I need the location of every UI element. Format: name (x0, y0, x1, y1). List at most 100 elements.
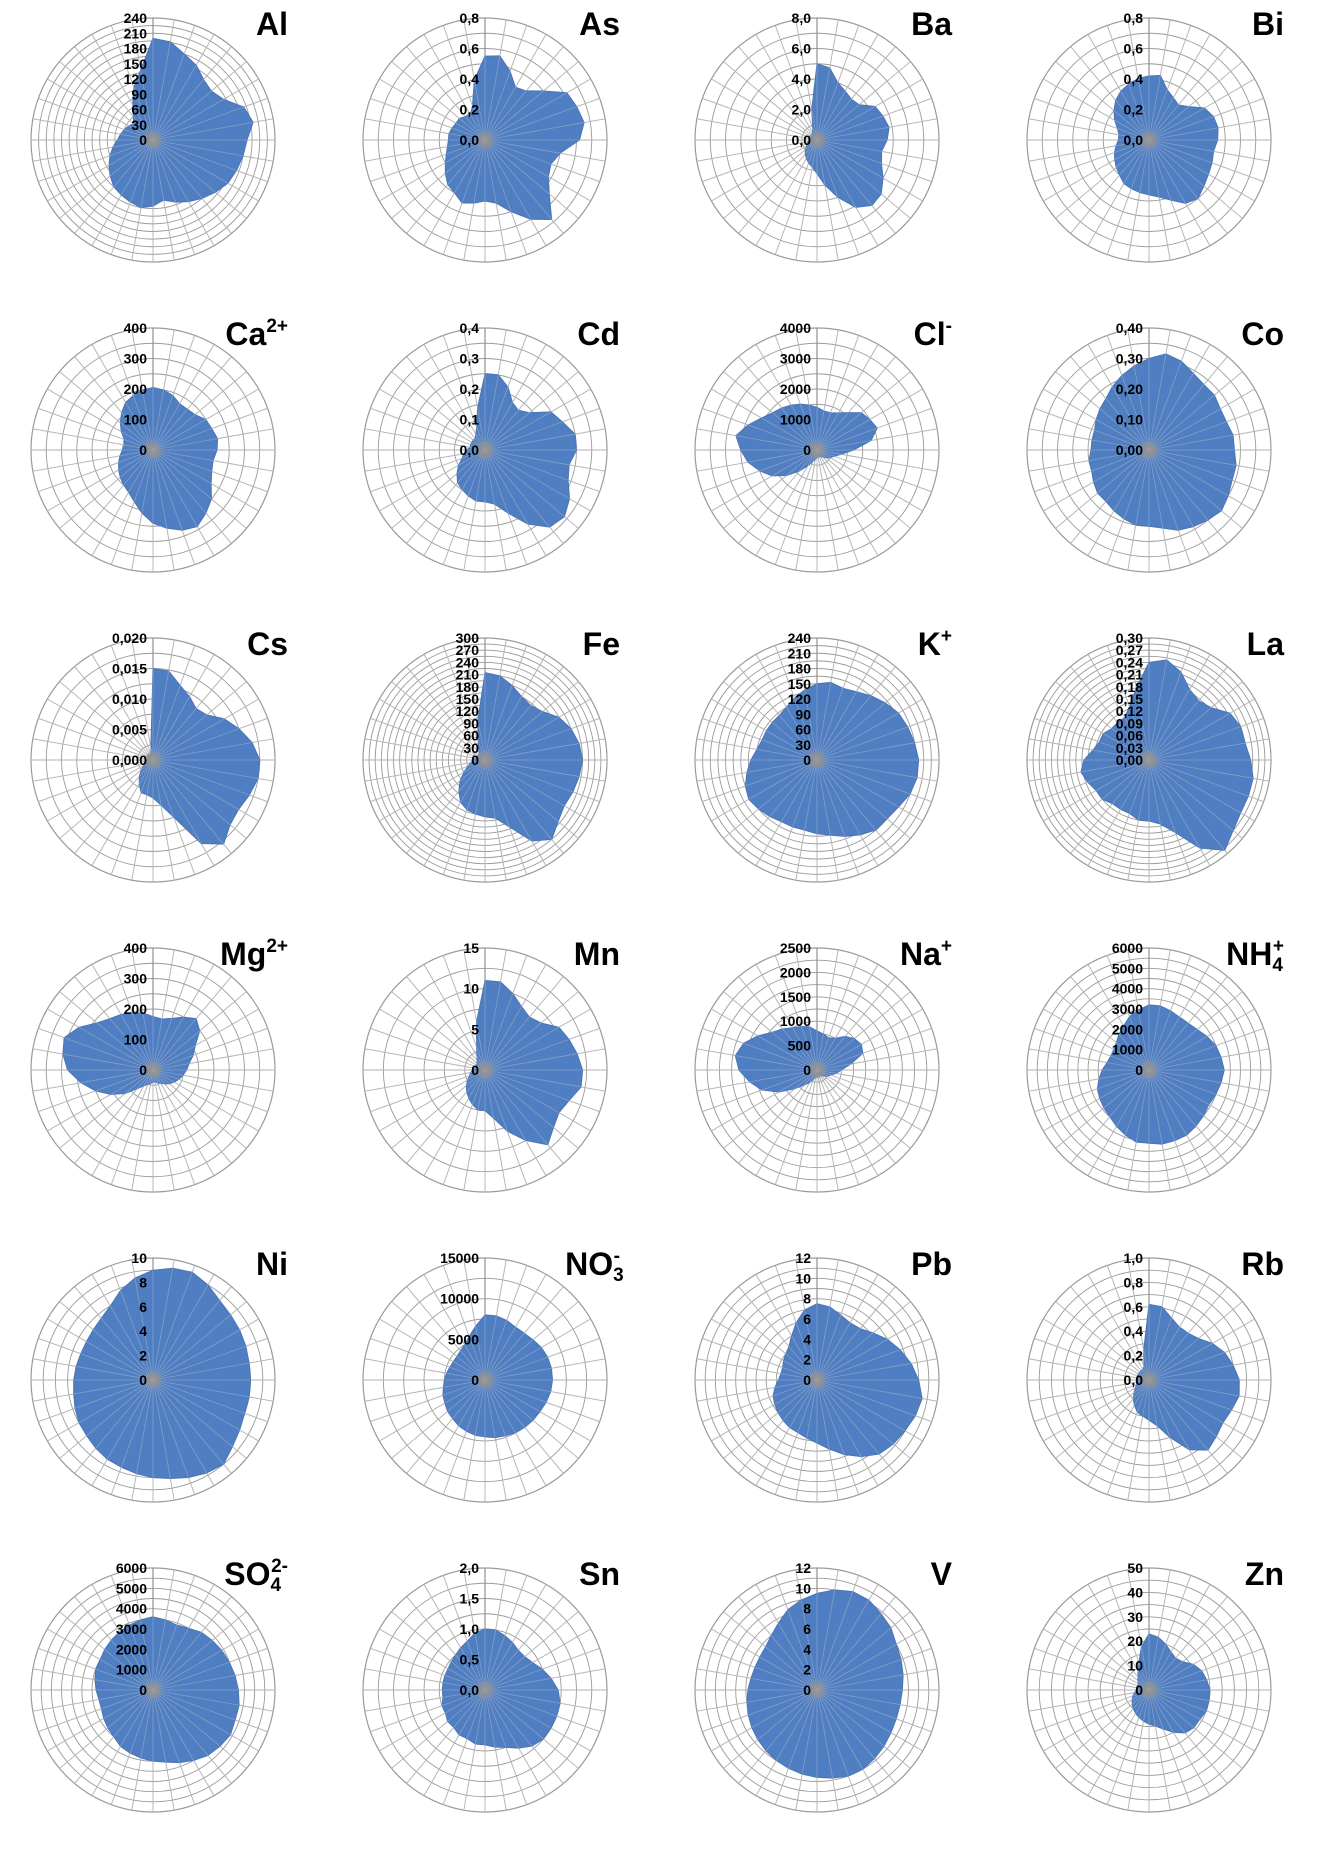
overlay-spoke (1034, 1647, 1150, 1691)
center-marker (809, 132, 825, 148)
overlay-spoke (1148, 1379, 1255, 1442)
overlay-spoke (152, 1358, 274, 1381)
overlay-spoke (1055, 1301, 1150, 1381)
tick-label: 0,18 (1116, 679, 1143, 695)
overlay-spoke (484, 1301, 579, 1381)
overlay-spoke (702, 1379, 818, 1423)
tick-label: 2500 (780, 940, 811, 956)
overlay-spoke (47, 139, 154, 202)
overlay-spoke (74, 976, 154, 1071)
chart-title: Ca2+ (225, 316, 288, 352)
overlay-spoke (484, 1379, 528, 1495)
grid-spoke (795, 1069, 818, 1191)
overlay-spoke (59, 1689, 154, 1769)
overlay-spoke (1043, 78, 1150, 141)
tick-label: 100 (124, 412, 148, 428)
overlay-spoke (152, 759, 215, 866)
overlay-spoke (816, 1259, 839, 1381)
overlay-spoke (379, 449, 486, 512)
overlay-spoke (1087, 964, 1150, 1071)
overlay-spoke (152, 1379, 215, 1486)
overlay-spoke (1148, 449, 1228, 544)
overlay-spoke (484, 759, 600, 803)
overlay-spoke (152, 1689, 196, 1805)
series-area-nh (1096, 1004, 1225, 1145)
overlay-spoke (1148, 139, 1270, 162)
overlay-spoke (1148, 759, 1243, 839)
overlay-spoke (484, 1689, 547, 1796)
overlay-spoke (816, 717, 932, 761)
overlay-spoke (32, 449, 154, 472)
overlay-spoke (702, 139, 818, 183)
overlay-spoke (91, 449, 154, 556)
overlay-spoke (91, 1274, 154, 1381)
overlay-spoke (816, 1069, 938, 1092)
overlay-spoke (1148, 759, 1270, 782)
overlay-spoke (74, 1596, 154, 1691)
center-marker (145, 442, 161, 458)
grid-spoke (370, 759, 486, 803)
tick-label: 0,21 (1116, 667, 1143, 683)
overlay-spoke (795, 639, 818, 761)
center-marker (1141, 1682, 1157, 1698)
overlay-spoke (484, 1069, 579, 1149)
overlay-spoke (1148, 1689, 1211, 1796)
overlay-spoke (152, 964, 215, 1071)
overlay-spoke (32, 759, 154, 782)
overlay-spoke (484, 449, 600, 493)
overlay-spoke (484, 991, 579, 1071)
overlay-spoke (816, 759, 932, 803)
tick-label: 1000 (780, 1013, 811, 1029)
overlay-spoke (816, 1611, 911, 1691)
overlay-spoke (1148, 1569, 1171, 1691)
tick-label: 0,6 (1124, 41, 1144, 57)
radar-svg: 0 500 1000 1500 2000 2500 (694, 940, 940, 1193)
radar-chart-v: 0 2 4 6 8 10 12 V (664, 1550, 994, 1858)
overlay-spoke (1028, 1358, 1150, 1381)
overlay-spoke (152, 1069, 175, 1191)
tick-label: 30 (463, 740, 479, 756)
tick-label: 0,4 (460, 71, 480, 87)
overlay-spoke (816, 449, 932, 493)
tick-label: 8 (803, 1291, 811, 1307)
overlay-spoke (152, 759, 259, 822)
overlay-spoke (1028, 738, 1150, 761)
overlay-spoke (484, 759, 591, 822)
overlay-spoke (1148, 46, 1228, 141)
tick-label: 240 (788, 630, 812, 646)
overlay-spoke (38, 97, 154, 141)
grid-spoke (364, 759, 486, 782)
overlay-spoke (152, 1379, 232, 1474)
series-area-k (744, 681, 920, 837)
overlay-spoke (484, 34, 547, 141)
overlay-spoke (1055, 371, 1150, 451)
overlay-spoke (379, 698, 486, 761)
tick-label: 2 (139, 1348, 147, 1364)
overlay-spoke (1148, 666, 1228, 761)
grid-spoke (816, 449, 839, 571)
overlay-spoke (711, 698, 818, 761)
overlay-spoke (32, 1668, 154, 1691)
overlay-spoke (484, 46, 564, 141)
overlay-spoke (774, 645, 818, 761)
overlay-spoke (755, 759, 818, 866)
grid-spoke (816, 449, 896, 544)
tick-label: 15 (463, 940, 479, 956)
center-marker (145, 1682, 161, 1698)
tick-label: 2,0 (792, 102, 812, 118)
overlay-spoke (484, 449, 507, 571)
overlay-spoke (816, 1569, 839, 1691)
overlay-spoke (774, 25, 818, 141)
overlay-spoke (152, 1008, 259, 1071)
overlay-spoke (484, 698, 591, 761)
chart-title-text: Mn (573, 936, 620, 972)
overlay-spoke (1043, 1069, 1150, 1132)
center-marker (477, 132, 493, 148)
tick-label: 0,0 (792, 132, 812, 148)
overlay-spoke (152, 1286, 232, 1381)
overlay-spoke (738, 976, 818, 1071)
overlay-spoke (723, 449, 818, 529)
tick-label: 0 (139, 1062, 147, 1078)
overlay-spoke (91, 1069, 154, 1176)
